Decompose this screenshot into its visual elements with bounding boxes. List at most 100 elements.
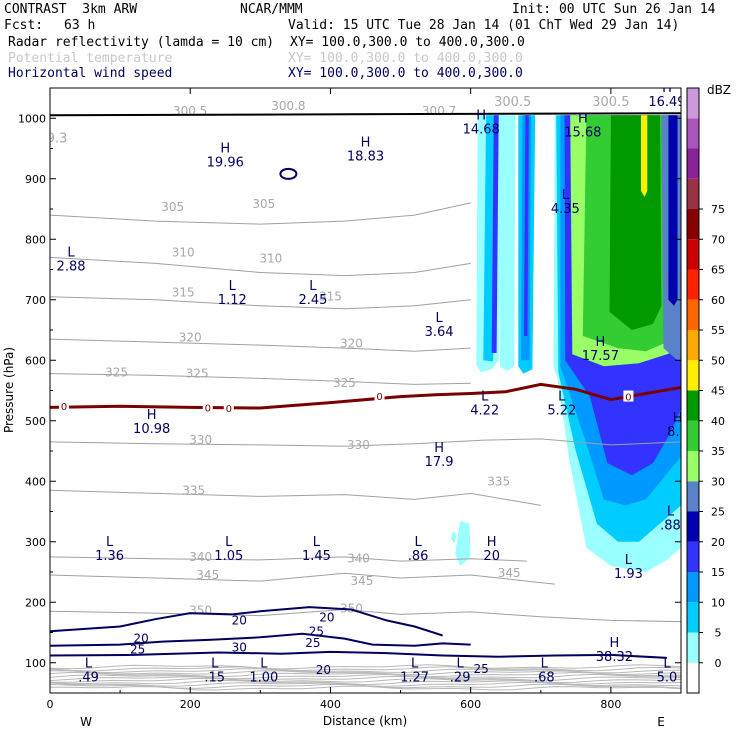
hl-marker-value: 16.49 xyxy=(648,95,685,110)
hl-marker-letter: H xyxy=(361,136,371,151)
theta-label: 300.7 xyxy=(422,104,456,118)
hl-marker-letter: H xyxy=(476,108,486,123)
hl-marker-letter: L xyxy=(457,656,465,671)
theta-contour-330 xyxy=(50,438,681,447)
theta-label: 305 xyxy=(161,200,184,214)
hl-marker-value: .49 xyxy=(78,670,99,685)
theta-label: 340 xyxy=(189,550,212,564)
hl-marker-letter: H xyxy=(147,408,157,423)
hl-marker-letter: H xyxy=(673,411,683,426)
hl-marker-value: 20 xyxy=(483,549,500,564)
hl-marker-letter: L xyxy=(625,553,633,568)
y-tick-label: 700 xyxy=(25,294,46,307)
org-label: NCAR/MMM xyxy=(240,2,303,17)
hl-marker-value: 1.27 xyxy=(400,670,429,685)
hl-marker-value: 1.12 xyxy=(218,293,247,308)
hl-marker-value: .29 xyxy=(450,670,471,685)
colorbar-swatch xyxy=(687,481,699,512)
hl-marker-letter: H xyxy=(595,335,605,350)
y-tick-label: 100 xyxy=(25,657,46,670)
freezing-level-label: 0 xyxy=(625,393,631,404)
hl-marker-letter: L xyxy=(411,656,419,671)
hl-marker-value: 4.22 xyxy=(470,404,499,419)
hl-marker-letter: H xyxy=(610,636,620,651)
theta-label: 345 xyxy=(351,574,374,588)
hl-marker-letter: H xyxy=(487,535,497,550)
theta-label: 335 xyxy=(487,474,510,488)
colorbar-swatch xyxy=(687,390,699,421)
colorbar-label: 55 xyxy=(711,324,725,337)
theta-label: 325 xyxy=(186,367,209,381)
wind-label: 25 xyxy=(305,636,320,650)
colorbar-label: 0 xyxy=(715,657,722,670)
y-tick-label: 300 xyxy=(25,536,46,549)
y-tick-label: 800 xyxy=(25,233,46,246)
colorbar-label: 40 xyxy=(711,415,725,428)
freezing-level-line xyxy=(50,382,681,410)
theta-label: 320 xyxy=(340,336,363,350)
freezing-level-label: 0 xyxy=(376,392,382,403)
wind-contour-20 xyxy=(50,606,443,637)
colorbar-swatch xyxy=(687,88,699,119)
x-tick-label: 600 xyxy=(460,698,481,711)
theta-contour-315 xyxy=(50,296,471,310)
reflectivity-band-20 xyxy=(524,115,529,336)
hl-marker-value: 4.35 xyxy=(551,202,580,217)
hl-marker-value: 18.83 xyxy=(347,150,384,165)
colorbar-swatch xyxy=(687,299,699,330)
theta-upper-contour xyxy=(50,677,681,684)
hl-marker-value: 1.00 xyxy=(249,670,278,685)
ground-line xyxy=(49,112,682,117)
theta-label: 345 xyxy=(196,568,219,582)
theta-label: 310 xyxy=(172,246,195,260)
colorbar-label: 75 xyxy=(711,203,725,216)
colorbar-swatch xyxy=(687,148,699,179)
colorbar-label: 30 xyxy=(711,475,725,488)
theta-contour-345 xyxy=(50,572,555,585)
theta-upper-contour xyxy=(50,681,681,687)
theta-label: 305 xyxy=(252,197,275,211)
hl-marker-value: 300.5 xyxy=(494,95,531,110)
theta-label: 340 xyxy=(347,552,370,566)
colorbar-swatch xyxy=(687,541,699,572)
wind-contour-30 xyxy=(50,650,668,659)
field-wind-name: Horizontal wind speed xyxy=(8,66,173,81)
hl-marker-letter: L xyxy=(435,311,443,326)
theta-upper-contour xyxy=(50,664,681,670)
colorbar-label: 35 xyxy=(711,445,725,458)
reflectivity-band-20 xyxy=(491,115,499,353)
colorbar-label: 20 xyxy=(711,536,725,549)
colorbar-swatch xyxy=(687,209,699,240)
theta-label: 300.5 xyxy=(173,104,207,118)
theta-contour-320 xyxy=(50,338,471,352)
x-tick-label: 400 xyxy=(320,698,341,711)
hl-marker-value: 8.5 xyxy=(667,425,688,440)
hl-marker-value: 300.5 xyxy=(592,95,629,110)
hl-marker-letter: L xyxy=(229,279,237,294)
x-axis-end-east: E xyxy=(657,715,665,729)
freezing-level-label: 0 xyxy=(61,402,67,413)
x-tick-label: 0 xyxy=(47,698,54,711)
theta-label: 315 xyxy=(172,285,195,299)
hl-marker-letter: L xyxy=(85,656,93,671)
theta-upper-contour xyxy=(50,668,681,674)
theta-upper-contour xyxy=(50,679,681,686)
hl-marker-value: 1.36 xyxy=(95,549,124,564)
hl-marker-letter: L xyxy=(414,535,422,550)
hl-marker-value: .68 xyxy=(534,670,555,685)
theta-contour-335 xyxy=(50,489,541,506)
theta-label: 325 xyxy=(333,376,356,390)
hl-marker-value: .88 xyxy=(660,519,681,534)
y-tick-label: 1000 xyxy=(18,112,46,125)
theta-upper-contour xyxy=(50,671,681,678)
hl-marker-letter: H xyxy=(662,81,672,96)
field-reflectivity-xy: XY= 100.0,300.0 to 400.0,300.0 xyxy=(290,35,525,50)
colorbar-swatch xyxy=(687,632,699,663)
wind-label: 30 xyxy=(232,641,247,655)
hl-marker-letter: L xyxy=(211,656,219,671)
colorbar-swatch xyxy=(687,330,699,361)
y-tick-label: 600 xyxy=(25,354,46,367)
hl-marker-letter: L xyxy=(309,279,317,294)
